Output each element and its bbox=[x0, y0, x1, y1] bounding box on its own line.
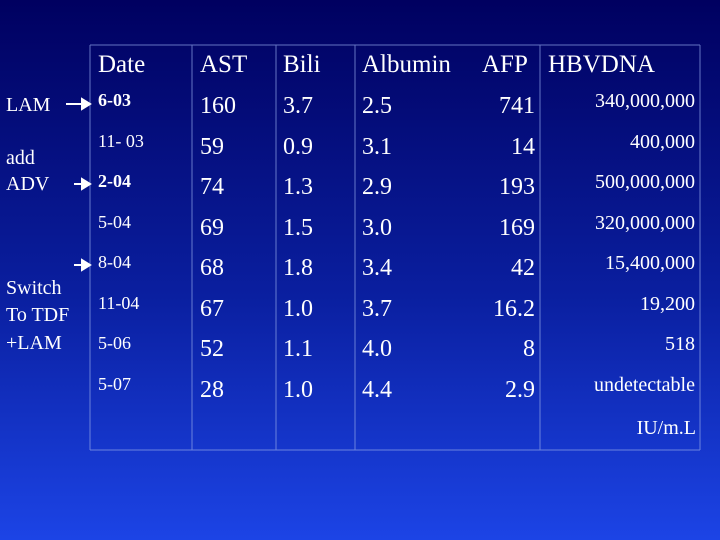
table-cell: 193 bbox=[499, 174, 535, 200]
table-cell: 3.7 bbox=[362, 295, 392, 322]
table-cell: 518 bbox=[665, 333, 695, 355]
table-cell: 6-03 bbox=[98, 90, 131, 110]
column-header: AST bbox=[200, 51, 248, 78]
table-cell: 1.0 bbox=[283, 376, 313, 403]
table-cell: 160 bbox=[200, 93, 236, 119]
arrows bbox=[66, 97, 92, 272]
table-cell: 0.9 bbox=[283, 133, 313, 160]
table-cell: 68 bbox=[200, 255, 224, 281]
table-cell: 4.4 bbox=[362, 376, 392, 403]
table-cell: 3.0 bbox=[362, 214, 392, 241]
table-cell: 1.5 bbox=[283, 214, 313, 241]
column-header: Date bbox=[98, 51, 146, 78]
column-header: Bili bbox=[283, 51, 321, 78]
column-header: Albumin bbox=[362, 51, 451, 78]
annotation: Switch bbox=[6, 277, 62, 299]
column-header: HBVDNA bbox=[548, 51, 655, 78]
table-cell: 4.0 bbox=[362, 336, 392, 362]
annotation: LAM bbox=[6, 94, 51, 116]
table-cell: undetectable bbox=[593, 373, 695, 396]
annotation: add bbox=[6, 147, 35, 169]
table-cell: 320,000,000 bbox=[595, 211, 695, 234]
table-cell: 11- 03 bbox=[98, 130, 144, 151]
table-cell: 2.9 bbox=[362, 174, 392, 200]
table-cell: 8 bbox=[523, 336, 535, 362]
table-cell: 2-04 bbox=[98, 171, 131, 191]
table-cell: 3.1 bbox=[362, 133, 392, 160]
table-cell: 3.4 bbox=[362, 255, 392, 281]
table-cell: 69 bbox=[200, 214, 224, 241]
table-cell: 14 bbox=[511, 133, 535, 160]
table-cell: 1.8 bbox=[283, 255, 313, 281]
table-cell: 8-04 bbox=[98, 252, 131, 272]
table-cell: 169 bbox=[499, 214, 535, 241]
column-header: AFP bbox=[482, 51, 528, 78]
table-cell: 5-04 bbox=[98, 211, 131, 232]
table-cell: 1.1 bbox=[283, 336, 313, 362]
table-cell: 1.0 bbox=[283, 295, 313, 322]
table-cell: 5-06 bbox=[98, 333, 131, 353]
table-cell: 42 bbox=[511, 255, 535, 281]
unit-label: IU/m.L bbox=[636, 417, 696, 439]
table-cell: 3.7 bbox=[283, 93, 313, 119]
table-cell: 19,200 bbox=[640, 292, 695, 315]
table-cell: 74 bbox=[200, 174, 224, 200]
table-cell: 67 bbox=[200, 295, 224, 322]
table-cell: 741 bbox=[499, 93, 535, 119]
table-cell: 340,000,000 bbox=[595, 90, 695, 112]
annotation: ADV bbox=[6, 173, 50, 195]
table-cell: 500,000,000 bbox=[595, 171, 695, 193]
table-cell: 2.5 bbox=[362, 93, 392, 119]
table-cell: 28 bbox=[200, 376, 224, 403]
table-cell: 2.9 bbox=[505, 376, 535, 403]
table-cell: 400,000 bbox=[630, 130, 695, 153]
table-cell: 15,400,000 bbox=[605, 252, 695, 274]
annotation: To TDF bbox=[6, 304, 70, 326]
table-cell: 11-04 bbox=[98, 292, 140, 313]
table-cell: 1.3 bbox=[283, 174, 313, 200]
table-cell: 16.2 bbox=[493, 295, 535, 322]
annotation: +LAM bbox=[6, 332, 62, 354]
table-cell: 59 bbox=[200, 133, 224, 160]
table-cell: 52 bbox=[200, 336, 224, 362]
table-cell: 5-07 bbox=[98, 373, 131, 394]
